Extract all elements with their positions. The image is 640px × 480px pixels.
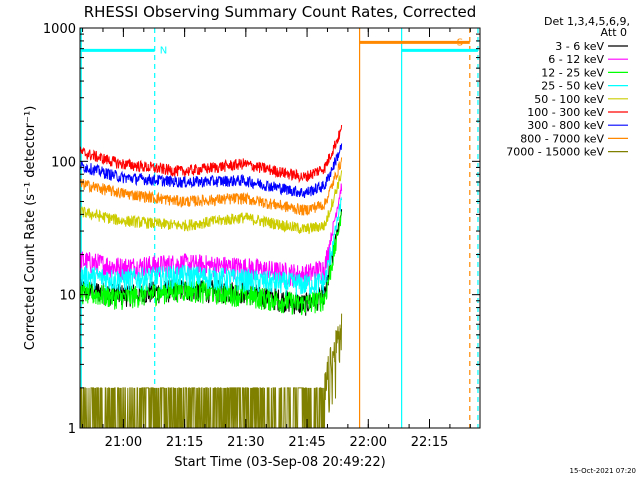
series-line-3 (79, 196, 343, 296)
series-line-4 (79, 170, 343, 235)
flag-label-n: N (160, 45, 167, 56)
y-tick-label-1: 10 (59, 289, 76, 304)
axis-layer: 1 10 100 1000 21:00 21:15 21:30 21:45 22:00 22:15 (43, 22, 480, 450)
series-line-6 (79, 143, 343, 198)
legend-entry-label-6: 300 - 800 keV (527, 119, 604, 132)
plot-timestamp: 15-Oct-2021 07:20 (570, 467, 636, 475)
flag-label-s: S (457, 37, 463, 48)
legend-entry-label-8: 7000 - 15000 keV (506, 146, 604, 159)
x-tick-label-3: 21:45 (288, 435, 325, 450)
legend-entry-label-4: 50 - 100 keV (534, 93, 604, 106)
legend-header-line-1: Att 0 (601, 26, 627, 39)
x-tick-label-1: 21:15 (166, 435, 203, 450)
y-tick-label-0: 1 (68, 422, 76, 437)
legend-entry-label-1: 6 - 12 keV (548, 53, 604, 66)
x-tick-label-2: 21:30 (227, 435, 264, 450)
chart-title: RHESSI Observing Summary Count Rates, Co… (84, 3, 477, 21)
series-line-8 (79, 313, 343, 429)
series-line-5 (79, 124, 343, 184)
legend-entry-label-2: 12 - 25 keV (541, 66, 604, 79)
series-layer (79, 124, 343, 429)
legend-entry-label-0: 3 - 6 keV (555, 40, 604, 53)
legend-entry-label-3: 25 - 50 keV (541, 80, 604, 93)
y-axis-label: Corrected Count Rate (s⁻¹ detector⁻¹) (23, 106, 38, 351)
x-tick-label-4: 22:00 (350, 435, 387, 450)
plot-frame (79, 27, 481, 429)
legend-entry-label-5: 100 - 300 keV (527, 106, 604, 119)
series-line-7 (79, 157, 343, 216)
x-axis-label: Start Time (03-Sep-08 20:49:22) (174, 455, 385, 470)
marker-layer: NS (80, 28, 479, 428)
y-tick-label-2: 100 (51, 155, 76, 170)
x-tick-label-0: 21:00 (105, 435, 142, 450)
y-tick-label-3: 1000 (43, 22, 76, 37)
x-tick-label-5: 22:15 (411, 435, 448, 450)
legend-header-line-0: Det 1,3,4,5,6,9, (544, 15, 630, 28)
legend-entry-label-7: 800 - 7000 keV (520, 132, 604, 145)
